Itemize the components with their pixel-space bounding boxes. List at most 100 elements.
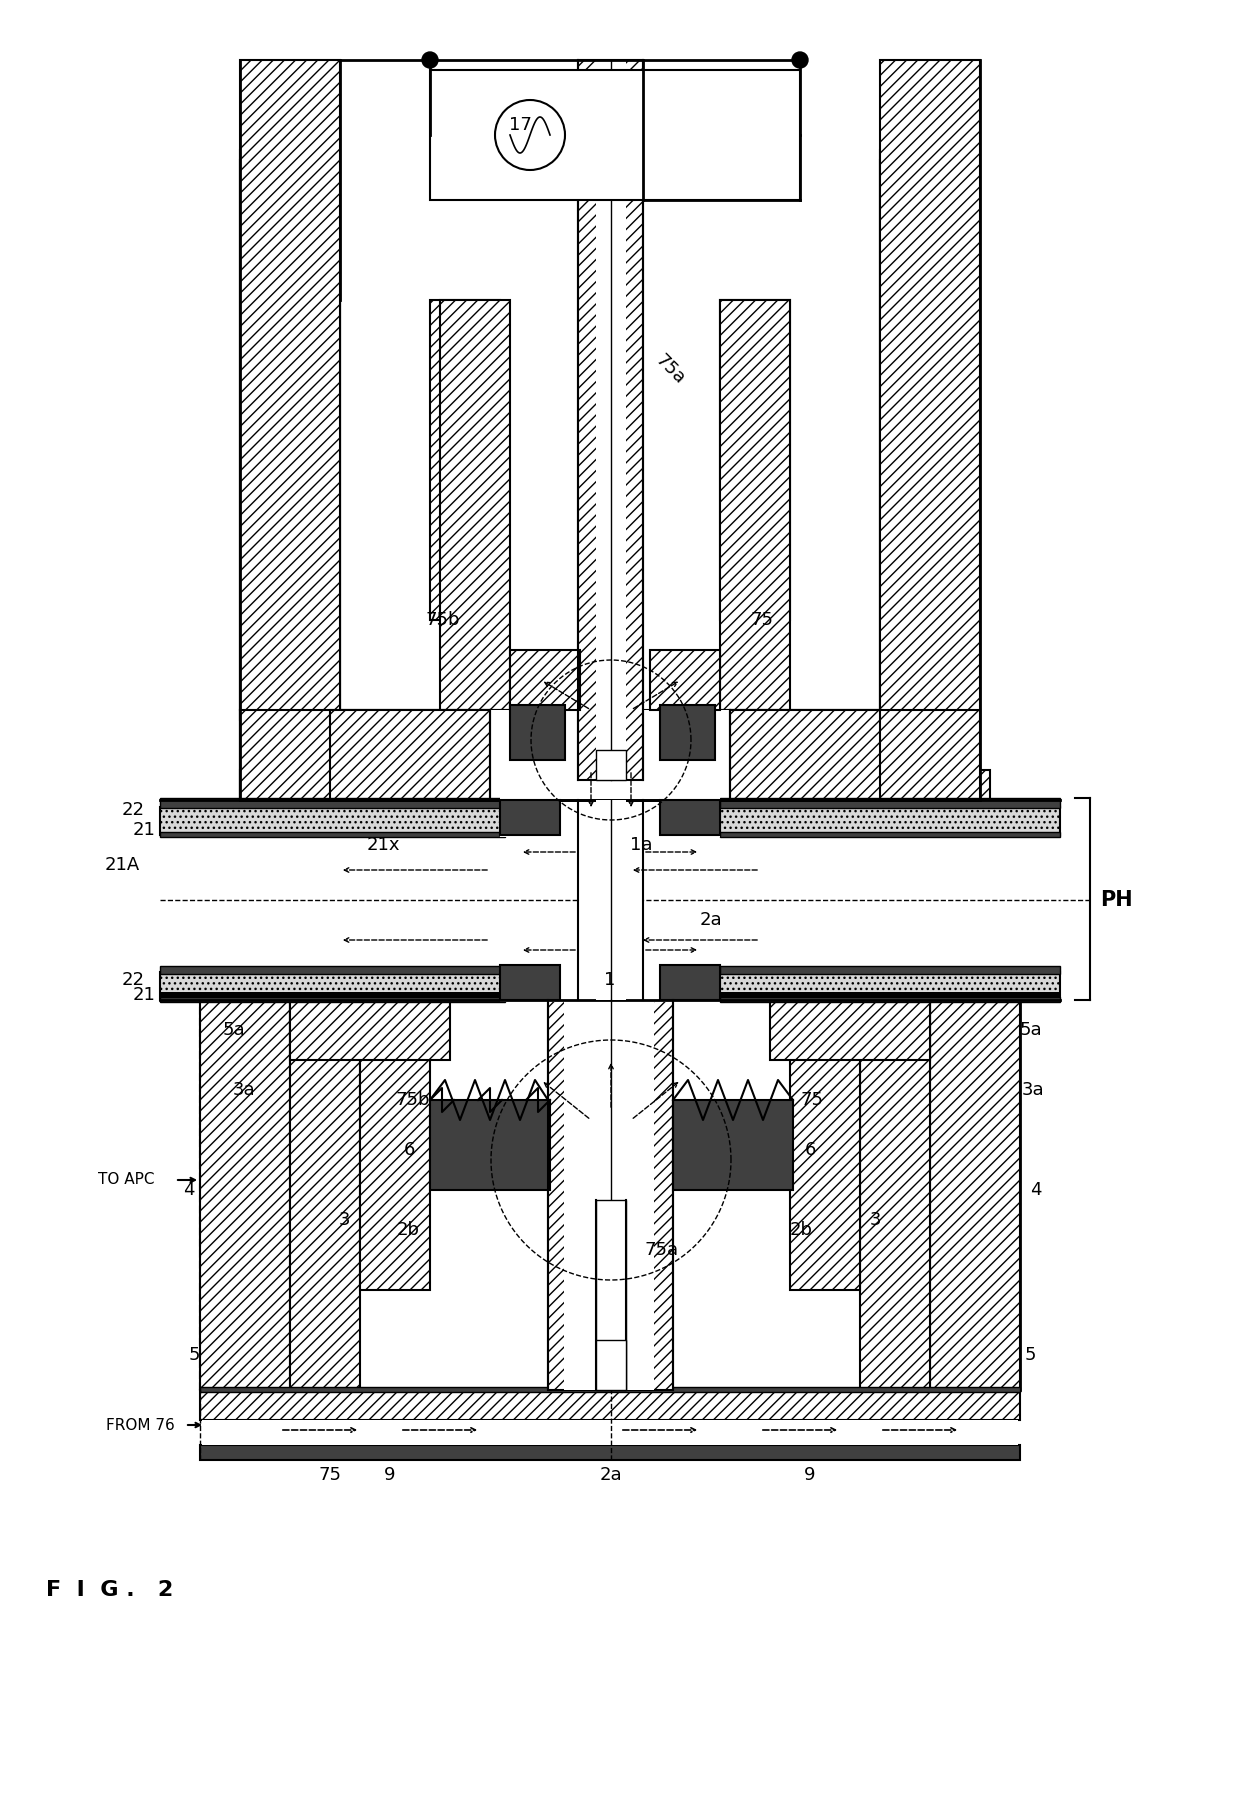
Text: F  I  G .   2: F I G . 2 bbox=[46, 1580, 174, 1600]
Text: 21: 21 bbox=[133, 821, 155, 839]
Bar bbox=[720, 806, 1060, 835]
Text: 75b: 75b bbox=[425, 612, 460, 630]
Text: 4: 4 bbox=[1030, 1181, 1042, 1199]
Bar bbox=[720, 300, 790, 710]
Bar bbox=[440, 300, 510, 710]
Bar bbox=[596, 750, 626, 781]
Bar bbox=[160, 801, 1060, 808]
Circle shape bbox=[792, 53, 808, 67]
Bar bbox=[430, 69, 800, 200]
Bar bbox=[564, 999, 653, 1390]
Text: 2a: 2a bbox=[600, 1465, 622, 1483]
Bar bbox=[160, 992, 1060, 999]
Bar bbox=[241, 60, 340, 721]
Bar bbox=[241, 100, 980, 801]
Text: 21A: 21A bbox=[104, 855, 140, 874]
Text: 6: 6 bbox=[404, 1141, 415, 1159]
Bar bbox=[290, 999, 360, 1390]
Bar bbox=[720, 300, 790, 621]
Bar bbox=[290, 999, 450, 1059]
Text: 75: 75 bbox=[750, 612, 773, 630]
Bar bbox=[241, 770, 990, 801]
Bar bbox=[790, 999, 861, 1290]
Text: 5a: 5a bbox=[1021, 1021, 1043, 1039]
Bar bbox=[160, 966, 505, 974]
Bar bbox=[730, 710, 980, 801]
Bar bbox=[202, 1420, 1018, 1445]
Bar bbox=[500, 963, 720, 1003]
Text: 1a: 1a bbox=[630, 835, 652, 854]
Text: TO APC: TO APC bbox=[98, 1172, 155, 1187]
Text: 2b: 2b bbox=[790, 1221, 813, 1239]
Bar bbox=[880, 160, 980, 710]
Circle shape bbox=[422, 53, 438, 67]
Bar bbox=[160, 997, 505, 1003]
Text: 21x: 21x bbox=[367, 835, 401, 854]
Text: 9: 9 bbox=[384, 1465, 396, 1483]
Bar bbox=[160, 806, 505, 835]
Bar bbox=[720, 997, 1060, 1003]
Bar bbox=[578, 60, 644, 781]
Bar bbox=[241, 710, 980, 801]
Bar bbox=[720, 832, 1060, 837]
Text: 2b: 2b bbox=[397, 1221, 420, 1239]
Bar bbox=[673, 1099, 794, 1190]
Text: 5: 5 bbox=[1025, 1347, 1037, 1363]
Text: 75: 75 bbox=[319, 1465, 341, 1483]
Bar bbox=[720, 966, 1060, 974]
Bar bbox=[500, 797, 720, 837]
Text: 22: 22 bbox=[122, 801, 145, 819]
Bar bbox=[200, 999, 1021, 1390]
Bar bbox=[160, 832, 505, 837]
Bar bbox=[660, 801, 720, 835]
Bar bbox=[430, 1099, 551, 1190]
Text: 22: 22 bbox=[122, 972, 145, 988]
Bar bbox=[660, 965, 720, 999]
Bar bbox=[730, 710, 880, 801]
Bar bbox=[880, 149, 980, 801]
Bar bbox=[770, 999, 930, 1059]
Bar bbox=[720, 972, 1060, 999]
Bar bbox=[200, 999, 290, 1390]
Bar bbox=[200, 1390, 1021, 1420]
Bar bbox=[578, 801, 644, 999]
Bar bbox=[430, 300, 500, 621]
Bar bbox=[548, 999, 673, 1390]
Text: 3: 3 bbox=[339, 1210, 350, 1228]
Bar bbox=[596, 1340, 626, 1390]
Text: 5: 5 bbox=[188, 1347, 200, 1363]
Text: 3a: 3a bbox=[232, 1081, 255, 1099]
Bar bbox=[241, 710, 490, 801]
Text: PH: PH bbox=[1100, 890, 1132, 910]
Text: 3a: 3a bbox=[1022, 1081, 1044, 1099]
Text: FROM 76: FROM 76 bbox=[107, 1418, 175, 1432]
Text: 75b: 75b bbox=[396, 1090, 430, 1108]
Text: 4: 4 bbox=[184, 1181, 195, 1199]
Bar bbox=[670, 710, 730, 801]
Bar bbox=[720, 797, 1060, 808]
Bar bbox=[490, 710, 551, 801]
Bar bbox=[500, 965, 560, 999]
Text: 17: 17 bbox=[508, 116, 532, 135]
Bar bbox=[510, 704, 565, 761]
Text: 75: 75 bbox=[800, 1090, 823, 1108]
Bar bbox=[200, 1445, 1021, 1460]
Text: 6: 6 bbox=[805, 1141, 816, 1159]
Bar bbox=[160, 972, 505, 999]
Bar bbox=[880, 60, 980, 721]
Text: 9: 9 bbox=[805, 1465, 816, 1483]
Bar bbox=[510, 650, 580, 710]
Bar bbox=[330, 710, 490, 801]
Bar bbox=[360, 999, 430, 1290]
Bar bbox=[861, 999, 930, 1390]
Text: 2a: 2a bbox=[701, 912, 723, 928]
Text: 1: 1 bbox=[604, 972, 616, 988]
Bar bbox=[500, 801, 560, 835]
Bar bbox=[241, 149, 340, 801]
Bar bbox=[930, 999, 1021, 1390]
Text: 75a: 75a bbox=[645, 1241, 680, 1259]
Text: 75a: 75a bbox=[651, 351, 688, 388]
Bar bbox=[650, 650, 720, 710]
Bar bbox=[660, 704, 715, 761]
Text: 5a: 5a bbox=[222, 1021, 246, 1039]
